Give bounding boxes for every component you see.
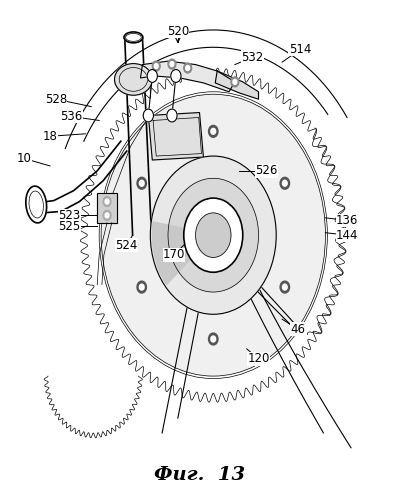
Circle shape	[150, 156, 276, 314]
Circle shape	[137, 178, 146, 189]
Circle shape	[152, 61, 160, 71]
Circle shape	[137, 281, 146, 293]
Circle shape	[282, 180, 287, 186]
Wedge shape	[152, 222, 213, 284]
Circle shape	[280, 178, 290, 189]
Circle shape	[211, 336, 215, 342]
Text: 525: 525	[59, 220, 81, 233]
Circle shape	[186, 66, 190, 70]
Circle shape	[190, 206, 236, 264]
Text: 524: 524	[116, 238, 138, 252]
Polygon shape	[148, 112, 203, 160]
Ellipse shape	[26, 186, 47, 223]
Bar	[97, 193, 117, 223]
Text: 144: 144	[336, 228, 358, 241]
Text: 46: 46	[290, 322, 305, 336]
Circle shape	[168, 59, 176, 69]
Circle shape	[103, 196, 111, 206]
Text: 170: 170	[163, 248, 185, 262]
Circle shape	[209, 126, 218, 138]
Circle shape	[282, 284, 287, 290]
Bar	[97, 193, 117, 223]
Text: 10: 10	[17, 152, 32, 165]
Ellipse shape	[115, 64, 152, 95]
Circle shape	[167, 109, 177, 122]
Circle shape	[154, 64, 158, 68]
Circle shape	[233, 80, 237, 84]
Text: 526: 526	[255, 164, 278, 177]
Text: Фиг.  13: Фиг. 13	[154, 466, 245, 484]
Circle shape	[231, 77, 239, 87]
Circle shape	[211, 128, 215, 134]
Circle shape	[280, 281, 290, 293]
Text: 528: 528	[45, 92, 67, 106]
Text: 120: 120	[247, 352, 270, 366]
Circle shape	[168, 178, 259, 292]
Circle shape	[139, 180, 144, 186]
Circle shape	[209, 333, 218, 345]
Text: 520: 520	[167, 25, 189, 38]
Text: 532: 532	[241, 50, 264, 64]
Circle shape	[171, 70, 181, 82]
Polygon shape	[215, 71, 259, 99]
Circle shape	[139, 284, 144, 290]
Text: 136: 136	[336, 214, 358, 227]
Ellipse shape	[124, 32, 143, 43]
Circle shape	[147, 70, 157, 82]
Circle shape	[105, 213, 109, 218]
Text: 514: 514	[288, 44, 311, 56]
Circle shape	[196, 213, 231, 258]
Circle shape	[184, 198, 243, 272]
Circle shape	[105, 199, 109, 204]
Text: 523: 523	[59, 209, 81, 222]
Circle shape	[184, 63, 192, 73]
Circle shape	[101, 94, 326, 376]
Text: 18: 18	[43, 130, 57, 143]
Polygon shape	[140, 61, 235, 92]
Circle shape	[143, 109, 154, 122]
Text: 536: 536	[61, 110, 83, 123]
Circle shape	[170, 62, 174, 66]
Circle shape	[103, 210, 111, 220]
